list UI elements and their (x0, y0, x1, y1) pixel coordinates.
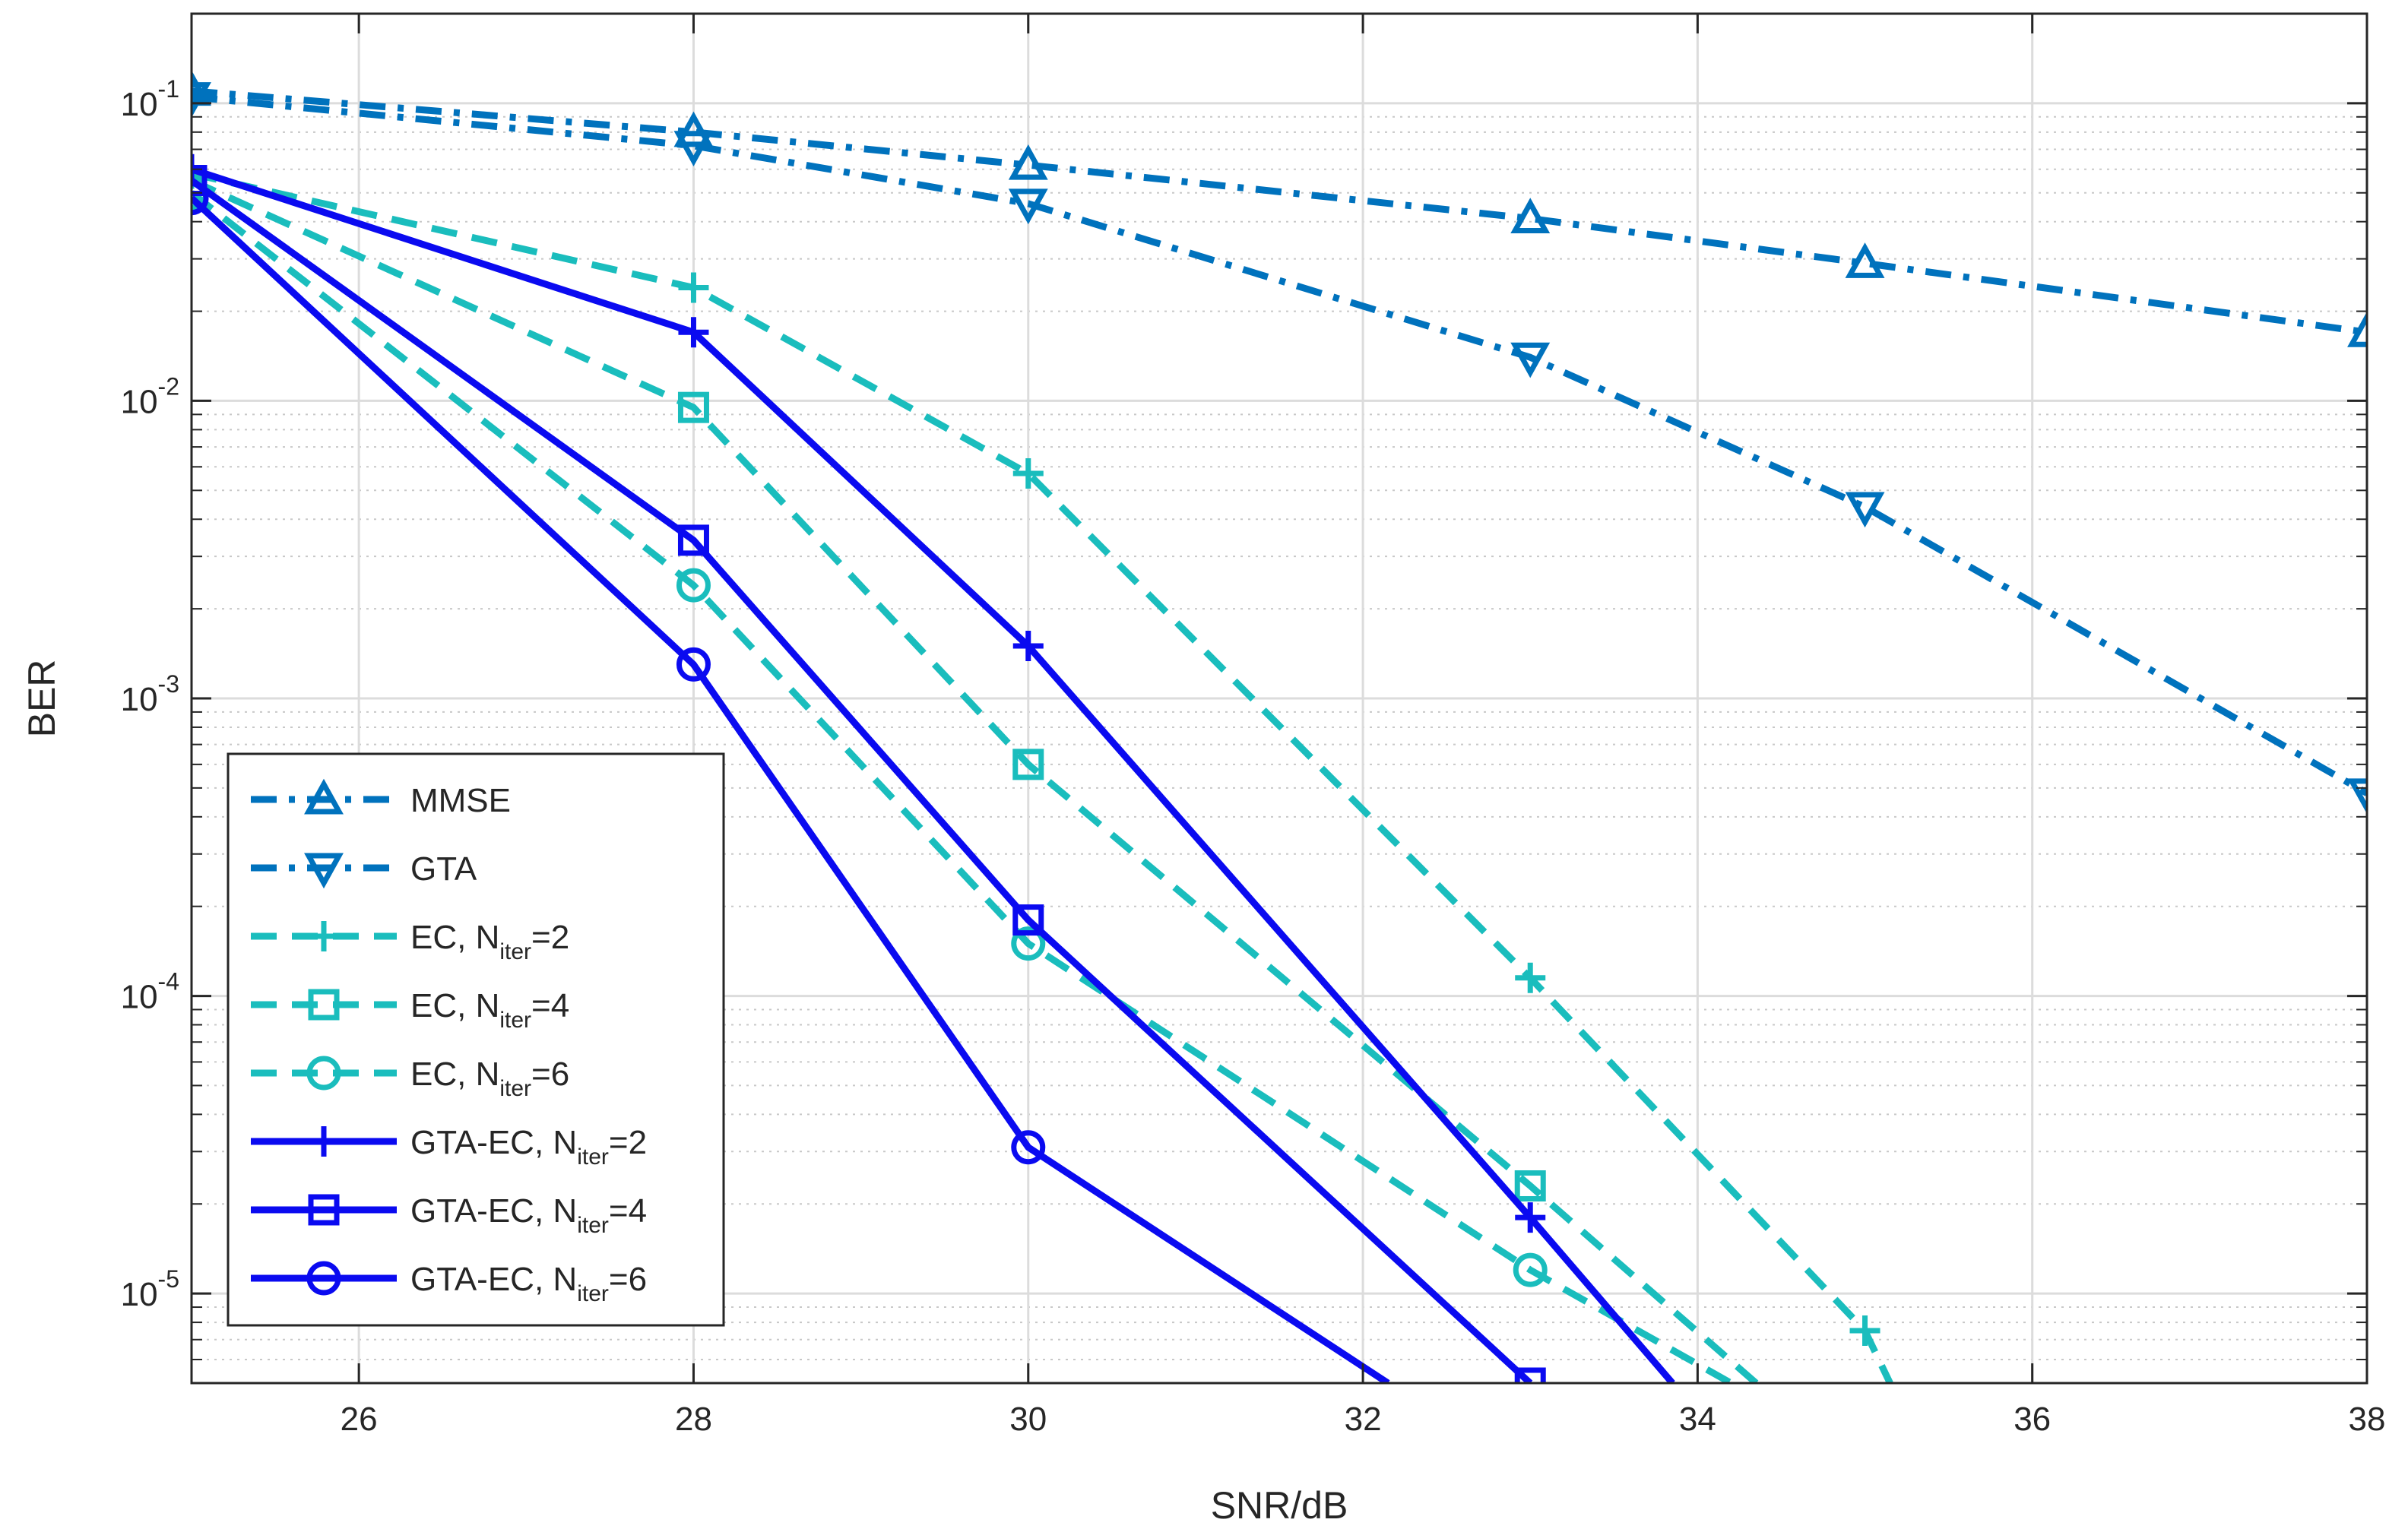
data-point-marker (1510, 342, 1551, 378)
legend-marker (309, 1126, 339, 1157)
x-tick-label: 32 (1345, 1401, 1382, 1438)
data-point-marker (1513, 1252, 1548, 1287)
legend-label: GTA-EC, Niter=6 (410, 1261, 647, 1306)
series-line (192, 195, 1390, 1383)
legend-marker (306, 1056, 341, 1091)
legend-entry: GTA-EC, Niter=2 (251, 1124, 647, 1170)
legend-marker (308, 1194, 340, 1226)
data-point-marker (676, 568, 711, 603)
y-axis-title: BER (21, 660, 63, 738)
data-point-marker (1008, 144, 1048, 180)
data-point-marker (677, 524, 709, 556)
legend-label: MMSE (410, 782, 511, 819)
x-tick-label: 38 (2349, 1401, 2386, 1438)
legend-label: EC, Niter=2 (410, 919, 569, 964)
y-tick-label: 10-2 (121, 372, 179, 420)
legend-label: GTA (410, 850, 477, 888)
series-line (192, 177, 1759, 1383)
data-point-marker (678, 272, 709, 303)
data-point-marker (2347, 311, 2367, 347)
data-point-marker (673, 131, 714, 166)
series-line (192, 170, 1893, 1383)
ticks-layer: 26 28 30 32 34 36 38 10-1 10-2 10-3 10-4 10-5 (121, 13, 2386, 1438)
legend-box (227, 752, 725, 1327)
legend-marker (308, 989, 340, 1021)
series-1 (192, 82, 2367, 815)
data-point-marker (1011, 926, 1046, 961)
legend-entry: MMSE (251, 778, 511, 819)
data-point-marker (1515, 962, 1546, 993)
legend-entry: EC, Niter=6 (251, 1056, 569, 1101)
data-point-marker (1849, 1315, 1880, 1347)
x-axis-title: SNR/dB (1211, 1484, 1348, 1527)
data-point-marker (1012, 631, 1044, 662)
legend-entry: EC, Niter=2 (251, 919, 569, 964)
series-2 (192, 158, 1893, 1383)
legend-label: GTA-EC, Niter=4 (410, 1192, 647, 1238)
data-point-marker (192, 165, 208, 197)
data-point-marker (1514, 1170, 1546, 1201)
series-line (192, 87, 2367, 336)
data-point-marker (1008, 188, 1048, 225)
data-point-marker (677, 391, 709, 423)
legend-marker (309, 921, 339, 951)
x-tick-label: 34 (1679, 1401, 1716, 1438)
legend-label: GTA-EC, Niter=2 (410, 1124, 647, 1170)
legend-marker (304, 853, 344, 889)
data-point-marker (192, 181, 209, 216)
data-point-marker (1515, 1202, 1546, 1233)
series-7 (192, 181, 1390, 1383)
y-tick-label: 10-3 (121, 670, 179, 718)
legend-marker (306, 1261, 341, 1296)
legend-entry: GTA (251, 850, 477, 889)
data-point-marker (1011, 1130, 1046, 1165)
legend-entry: GTA-EC, Niter=6 (251, 1261, 647, 1306)
series-line (192, 190, 1733, 1383)
data-point-marker (1845, 242, 1885, 278)
series-line (192, 177, 1533, 1383)
data-point-marker (676, 647, 711, 682)
x-tick-label: 28 (675, 1401, 712, 1438)
series-0 (192, 70, 2367, 347)
legend-entry: GTA-EC, Niter=4 (251, 1192, 647, 1238)
x-tick-label: 30 (1009, 1401, 1047, 1438)
data-point-marker (2347, 778, 2367, 815)
data-point-marker (1012, 749, 1044, 780)
y-tick-label: 10-5 (121, 1265, 179, 1313)
data-point-marker (678, 317, 709, 348)
series-6 (192, 165, 1546, 1383)
legend-label: EC, Niter=4 (410, 987, 569, 1033)
legend-entry: EC, Niter=4 (251, 987, 569, 1033)
x-tick-label: 36 (2014, 1401, 2051, 1438)
data-point-marker (1012, 904, 1044, 936)
data-point-marker (192, 82, 211, 118)
data-point-marker (1510, 198, 1551, 233)
data-point-marker (192, 70, 211, 106)
legend-marker (304, 778, 344, 815)
legend-label: EC, Niter=6 (410, 1056, 569, 1101)
x-tick-label: 26 (341, 1401, 378, 1438)
data-point-marker (1845, 492, 1885, 528)
series-4 (192, 176, 1733, 1383)
y-tick-label: 10-1 (121, 75, 179, 123)
series-layer (192, 70, 2367, 1383)
y-tick-label: 10-4 (121, 968, 179, 1016)
data-point-marker (673, 111, 714, 147)
legend: MMSE GTA EC, Niter=2 EC, Niter=4 EC, Niter=6… (227, 752, 725, 1327)
data-point-marker (1514, 1367, 1546, 1383)
data-point-marker (1012, 458, 1044, 489)
